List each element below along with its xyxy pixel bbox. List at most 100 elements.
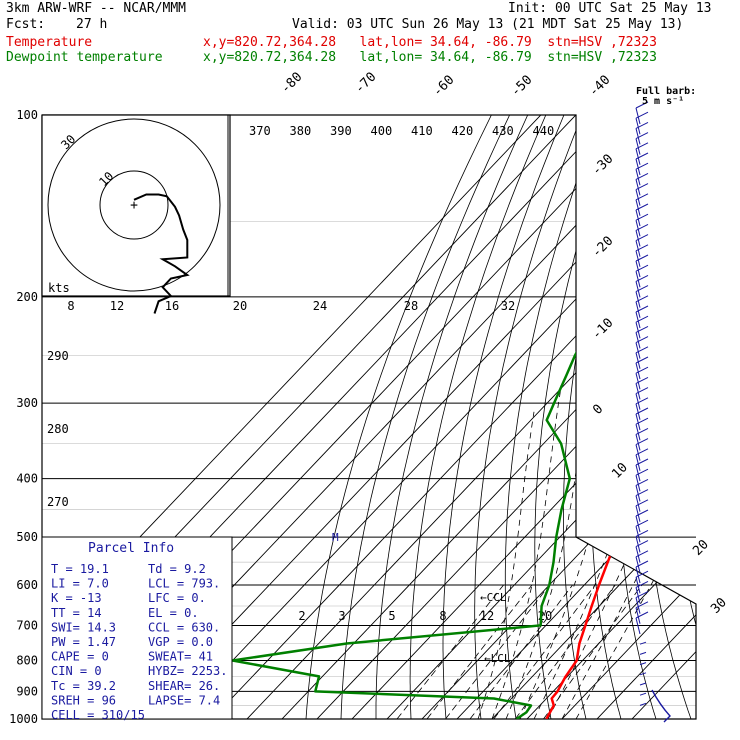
wind-barb [635, 611, 649, 635]
wind-barb [635, 325, 649, 349]
wind-barb [635, 417, 649, 441]
dry-adiabat [409, 115, 547, 719]
wind-barb [639, 651, 647, 655]
wind-barb [635, 183, 649, 206]
isotherm-line [514, 115, 696, 719]
mixing-ratio-label: 3 [338, 609, 345, 623]
wind-barb [635, 111, 649, 135]
wind-barb [635, 244, 649, 267]
isotherm-label: -20 [589, 234, 616, 261]
temperature-legend: Temperature [6, 35, 93, 50]
theta-label: 410 [411, 124, 433, 138]
wind-barb [635, 529, 649, 553]
parcel-info-cell: CIN = 0 [51, 664, 102, 678]
hodograph-rings [47, 118, 221, 292]
wind-barb [635, 152, 649, 176]
parcel-info-cell: EL = 0. [148, 606, 199, 620]
wind-barb [635, 336, 649, 359]
isotherm-label: -10 [589, 316, 616, 343]
dry-adiabat [504, 115, 601, 719]
wind-barb [635, 499, 649, 522]
isotherm-label: -80 [278, 70, 305, 97]
wind-barb [639, 662, 647, 666]
hodograph-speed-label: 12 [110, 299, 124, 313]
parcel-info-cell: VGP = 0.0 [148, 635, 213, 649]
isotherm-line [234, 115, 696, 719]
lcl-marker: ←LCL [484, 652, 511, 665]
wind-barb [639, 692, 647, 696]
isotherm-line [479, 115, 696, 719]
dry-adiabat [718, 115, 740, 732]
wind-barb [635, 438, 649, 461]
wind-barb [635, 580, 649, 604]
isotherm-line [444, 115, 696, 719]
wind-barb [635, 223, 649, 247]
model-title: 3km ARW-WRF -- NCAR/MMM [6, 1, 187, 16]
m-marker: M [332, 531, 339, 544]
wind-barb [635, 162, 649, 186]
hodograph-speed-label: 8 [67, 299, 74, 313]
wind-barb [635, 427, 649, 451]
wind-barb [635, 407, 649, 431]
pressure-label: 800 [16, 653, 38, 667]
dry-adiabat [643, 115, 696, 719]
wind-barb [639, 641, 647, 645]
dewpoint-location: x,y=820.72,364.28 lat,lon= 34.64, -86.79… [203, 50, 657, 65]
wind-barb [635, 356, 649, 380]
barb-legend-unit: 5 m s⁻¹ [642, 96, 684, 107]
isotherm-label: -50 [508, 73, 535, 100]
wind-barb [635, 274, 649, 298]
moist-adiabat [519, 309, 631, 719]
hodograph-title: kts [48, 281, 70, 295]
parcel-info-cell: CCL = 630. [148, 620, 220, 634]
hodograph-speed-label: 32 [501, 299, 515, 313]
dry-adiabat [590, 115, 655, 719]
ccl-marker: ←CCL [480, 591, 507, 604]
wind-barb [635, 570, 649, 594]
wind-barb [635, 550, 649, 573]
parcel-info-cell: LI = 7.0 [51, 577, 109, 591]
isotherm-line [584, 115, 696, 719]
theta-label: 390 [330, 124, 352, 138]
pressure-label: 500 [16, 530, 38, 544]
wind-barb [635, 560, 649, 584]
isotherm-label: -30 [589, 152, 616, 179]
wind-barb [635, 346, 649, 369]
dry-adiabat [563, 115, 637, 719]
isotherm-label: 0 [590, 402, 606, 418]
parcel-info-cell: TT = 14 [51, 606, 102, 620]
pressure-label: 200 [16, 290, 38, 304]
wind-barb [635, 132, 649, 155]
hodograph-speed-label: 28 [404, 299, 418, 313]
init-time: Init: 00 UTC Sat 25 May 13 [508, 1, 712, 16]
pressure-label: 600 [16, 578, 38, 592]
mixing-ratio-label: 8 [439, 609, 446, 623]
dewpoint-legend: Dewpoint temperature [6, 50, 163, 65]
parcel-info-cell: T = 19.1 [51, 562, 109, 576]
wind-barb [635, 264, 649, 288]
dry-adiabat [534, 115, 619, 719]
pressure-label: 100 [16, 108, 38, 122]
theta-label-left: 280 [47, 422, 69, 436]
wind-barb [635, 172, 649, 196]
isotherm-line [339, 115, 696, 719]
wind-barb [635, 540, 649, 563]
dry-adiabat [668, 115, 696, 719]
theta-label: 440 [533, 124, 555, 138]
moist-adiabat [491, 385, 562, 719]
wind-barb [635, 478, 649, 502]
parcel-info-cell: SWI= 14.3 [51, 620, 116, 634]
wind-barb [635, 601, 649, 624]
wind-barb-surface [651, 689, 671, 723]
mixing-ratio-line [469, 584, 573, 719]
hodograph-origin-marker: + [130, 198, 138, 213]
dry-adiabat [375, 115, 529, 719]
theta-label: 370 [249, 124, 271, 138]
wind-barb [639, 702, 647, 706]
wind-barb [635, 397, 649, 420]
wind-barb [635, 142, 649, 165]
parcel-info-box [41, 536, 233, 720]
hodograph-ring-outer [47, 118, 221, 292]
parcel-info-cell: Tc = 39.2 [51, 679, 116, 693]
pressure-label: 400 [16, 472, 38, 486]
